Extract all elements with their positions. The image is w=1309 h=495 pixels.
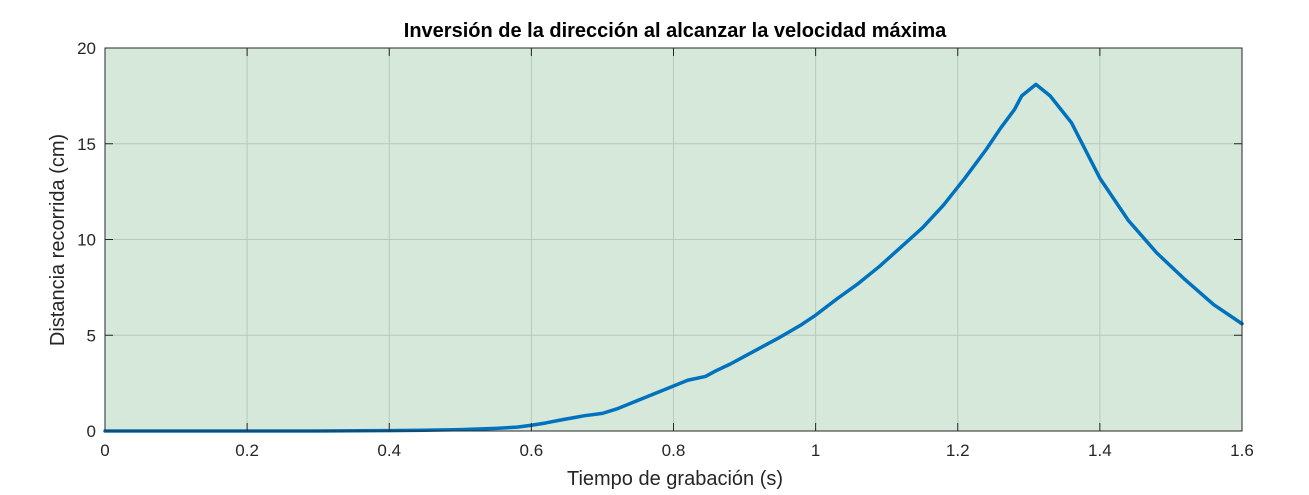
series-line	[103, 82, 1244, 433]
y-axis-ticks: 0 5 10 15 20	[77, 39, 1242, 441]
x-tick-label: 0.8	[662, 441, 686, 460]
y-tick-label: 15	[77, 135, 96, 154]
chart-title: Inversión de la dirección al alcanzar la…	[404, 20, 947, 42]
x-tick-label: 0	[100, 441, 109, 460]
x-axis-ticks: 0 0.2 0.4 0.6 0.8 1 1.2 1.4 1.6	[100, 48, 1254, 460]
y-tick-label: 20	[77, 39, 96, 58]
y-tick-label: 10	[77, 231, 96, 250]
y-tick-label: 0	[87, 422, 96, 441]
x-tick-label: 0.2	[235, 441, 259, 460]
x-tick-label: 1.6	[1230, 441, 1254, 460]
x-tick-label: 0.4	[377, 441, 401, 460]
x-tick-label: 1.4	[1088, 441, 1112, 460]
x-tick-label: 1	[811, 441, 820, 460]
x-tick-label: 0.6	[520, 441, 544, 460]
y-tick-label: 5	[87, 326, 96, 345]
y-axis-label: Distancia recorrida (cm)	[47, 134, 69, 346]
x-axis-label: Tiempo de grabación (s)	[567, 468, 783, 490]
data-series	[103, 82, 1244, 433]
x-tick-label: 1.2	[946, 441, 970, 460]
grid-lines	[105, 48, 1242, 431]
